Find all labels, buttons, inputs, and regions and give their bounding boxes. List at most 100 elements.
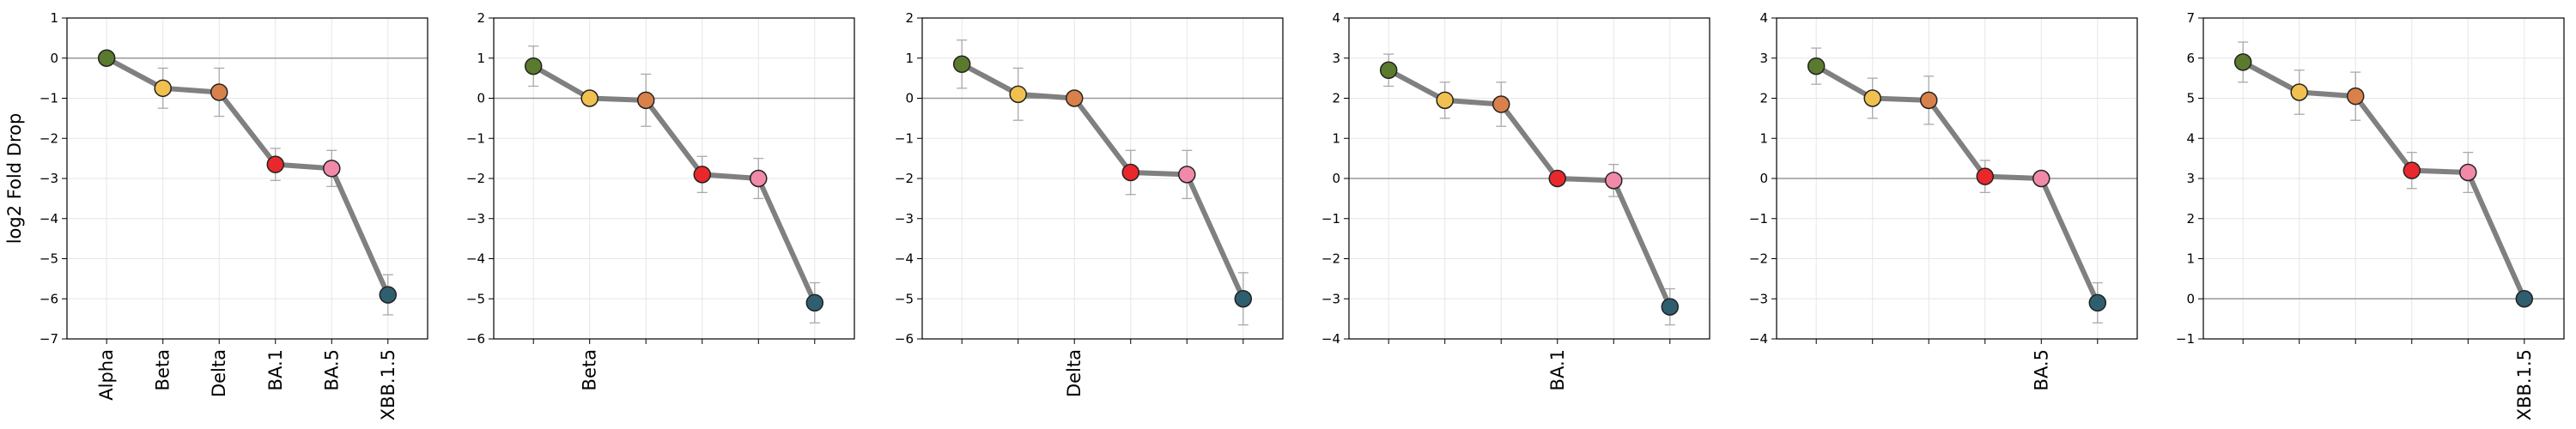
y-tick-label: 0 bbox=[2186, 291, 2195, 306]
y-tick-label: 2 bbox=[477, 10, 485, 26]
y-axis-label: log2 Fold Drop bbox=[4, 113, 25, 245]
data-point bbox=[1605, 172, 1623, 190]
data-point bbox=[1863, 89, 1881, 107]
data-point bbox=[2515, 290, 2534, 308]
plot-frame bbox=[493, 17, 855, 340]
y-tick-label: 0 bbox=[905, 91, 914, 106]
y-tick-label: −4 bbox=[466, 251, 485, 267]
series-line bbox=[1814, 63, 2100, 305]
data-point bbox=[2032, 169, 2050, 188]
y-tick-label: −1 bbox=[1321, 211, 1340, 227]
y-tick-label: −7 bbox=[39, 331, 58, 347]
data-point bbox=[1009, 85, 1027, 104]
y-tick-label: 1 bbox=[1332, 130, 1340, 146]
data-point bbox=[210, 83, 228, 101]
data-point bbox=[636, 91, 655, 110]
x-tick-label: XBB.1.5 bbox=[378, 349, 398, 420]
x-tick-label: BA.1 bbox=[1547, 349, 1568, 390]
y-tick-label: −2 bbox=[1321, 251, 1340, 267]
x-tick-label: BA.1 bbox=[265, 349, 286, 390]
y-tick-label: 2 bbox=[1759, 91, 1768, 106]
data-point bbox=[266, 155, 285, 173]
data-point bbox=[1234, 290, 1253, 308]
y-tick-label: −3 bbox=[1749, 291, 1768, 306]
plot-frame bbox=[2202, 17, 2565, 340]
y-tick-label: −5 bbox=[466, 291, 485, 306]
y-tick-label: −1 bbox=[466, 130, 485, 146]
y-tick-label: −1 bbox=[2176, 331, 2195, 347]
x-tick-label: BA.5 bbox=[321, 349, 342, 390]
y-tick-label: −5 bbox=[39, 251, 58, 267]
y-tick-label: 0 bbox=[477, 91, 485, 106]
plot-frame bbox=[66, 17, 428, 340]
data-point bbox=[1492, 95, 1510, 113]
y-tick-label: −6 bbox=[895, 331, 914, 347]
data-point bbox=[750, 169, 768, 188]
y-tick-label: 4 bbox=[2186, 130, 2195, 146]
y-tick-label: 1 bbox=[2186, 251, 2195, 267]
data-point bbox=[1976, 167, 1995, 185]
data-point bbox=[2233, 53, 2252, 71]
y-tick-label: 3 bbox=[2186, 171, 2195, 186]
x-tick-label: Beta bbox=[580, 349, 600, 390]
y-tick-label: −4 bbox=[1321, 331, 1340, 347]
series-line bbox=[2240, 59, 2527, 302]
data-point bbox=[1379, 61, 1398, 80]
x-tick-label: Beta bbox=[153, 349, 173, 390]
data-point bbox=[524, 57, 543, 76]
y-tick-label: −3 bbox=[39, 171, 58, 186]
data-point bbox=[805, 293, 824, 312]
x-tick-label: Delta bbox=[1064, 349, 1084, 397]
y-tick-label: −6 bbox=[39, 291, 58, 306]
data-point bbox=[1436, 91, 1454, 110]
y-tick-label: −3 bbox=[1321, 291, 1340, 306]
data-point bbox=[1548, 169, 1567, 188]
data-point bbox=[2403, 161, 2421, 179]
y-tick-label: 0 bbox=[1759, 171, 1768, 186]
y-tick-label: 5 bbox=[2186, 91, 2195, 106]
y-tick-label: 1 bbox=[477, 51, 485, 66]
x-tick-label: XBB.1.5 bbox=[2514, 349, 2535, 420]
y-tick-label: −4 bbox=[895, 251, 914, 267]
plot-frame bbox=[1348, 17, 1710, 340]
data-point bbox=[1919, 91, 1938, 110]
y-tick-label: 6 bbox=[2186, 51, 2195, 66]
x-tick-label: Alpha bbox=[96, 349, 117, 401]
plot-frame bbox=[921, 17, 1284, 340]
y-tick-label: 1 bbox=[905, 51, 914, 66]
data-point bbox=[952, 55, 971, 74]
data-point bbox=[2459, 163, 2477, 182]
y-tick-label: 4 bbox=[1759, 10, 1768, 26]
y-tick-label: 4 bbox=[1332, 10, 1340, 26]
y-tick-label: 7 bbox=[2186, 10, 2195, 26]
y-tick-label: −4 bbox=[39, 211, 58, 227]
y-tick-label: −5 bbox=[895, 291, 914, 306]
data-point bbox=[1121, 163, 1140, 182]
data-point bbox=[2346, 87, 2365, 106]
y-tick-label: −4 bbox=[1749, 331, 1768, 347]
y-tick-label: 1 bbox=[50, 10, 58, 26]
y-tick-label: −1 bbox=[1749, 211, 1768, 227]
y-tick-label: −2 bbox=[466, 171, 485, 186]
series-line bbox=[104, 55, 391, 298]
data-point bbox=[379, 286, 398, 304]
data-point bbox=[2088, 293, 2107, 312]
y-tick-label: −1 bbox=[39, 91, 58, 106]
data-point bbox=[2290, 83, 2308, 101]
data-point bbox=[154, 79, 172, 98]
data-point bbox=[1178, 166, 1196, 184]
y-tick-label: 0 bbox=[1332, 171, 1340, 186]
y-tick-label: 2 bbox=[905, 10, 914, 26]
y-tick-label: −2 bbox=[39, 130, 58, 146]
y-tick-label: −3 bbox=[466, 211, 485, 227]
data-point bbox=[580, 89, 598, 107]
y-tick-label: 3 bbox=[1759, 51, 1768, 66]
y-tick-label: 1 bbox=[1759, 130, 1768, 146]
x-tick-label: BA.5 bbox=[2031, 349, 2051, 390]
y-tick-label: 2 bbox=[1332, 91, 1340, 106]
y-tick-label: −6 bbox=[466, 331, 485, 347]
data-point bbox=[1807, 57, 1826, 76]
data-point bbox=[1065, 89, 1084, 107]
data-point bbox=[1661, 298, 1680, 316]
